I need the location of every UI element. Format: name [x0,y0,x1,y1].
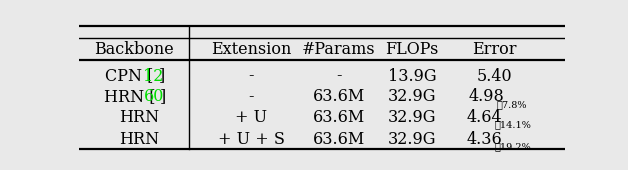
Text: -: - [249,67,254,84]
Text: Error: Error [472,41,517,58]
Text: ℓ14.1%: ℓ14.1% [494,121,531,130]
Text: 63.6M: 63.6M [313,131,365,148]
Text: CPN [: CPN [ [106,67,154,84]
Text: 4.36: 4.36 [467,131,502,148]
Text: ℓ7.8%: ℓ7.8% [497,100,527,109]
Text: 4.98: 4.98 [469,88,505,105]
Text: 12: 12 [143,67,163,84]
Text: 32.9G: 32.9G [387,88,436,105]
Text: HRN: HRN [119,131,159,148]
Text: ]: ] [159,67,165,84]
Text: 13.9G: 13.9G [387,67,436,84]
Text: 63.6M: 63.6M [313,109,365,126]
Text: 60: 60 [144,88,165,105]
Text: 32.9G: 32.9G [387,131,436,148]
Text: Extension: Extension [211,41,291,58]
Text: HRN [: HRN [ [104,88,156,105]
Text: FLOPs: FLOPs [385,41,438,58]
Text: 63.6M: 63.6M [313,88,365,105]
Text: -: - [249,88,254,105]
Text: ℓ19.2%: ℓ19.2% [494,142,531,151]
Text: + U + S: + U + S [218,131,284,148]
Text: + U: + U [236,109,268,126]
Text: #Params: #Params [302,41,376,58]
Text: ]: ] [160,88,166,105]
Text: 5.40: 5.40 [477,67,512,84]
Text: -: - [336,67,342,84]
Text: HRN: HRN [119,109,159,126]
Text: 32.9G: 32.9G [387,109,436,126]
Text: 4.64: 4.64 [467,109,502,126]
Text: Backbone: Backbone [95,41,175,58]
